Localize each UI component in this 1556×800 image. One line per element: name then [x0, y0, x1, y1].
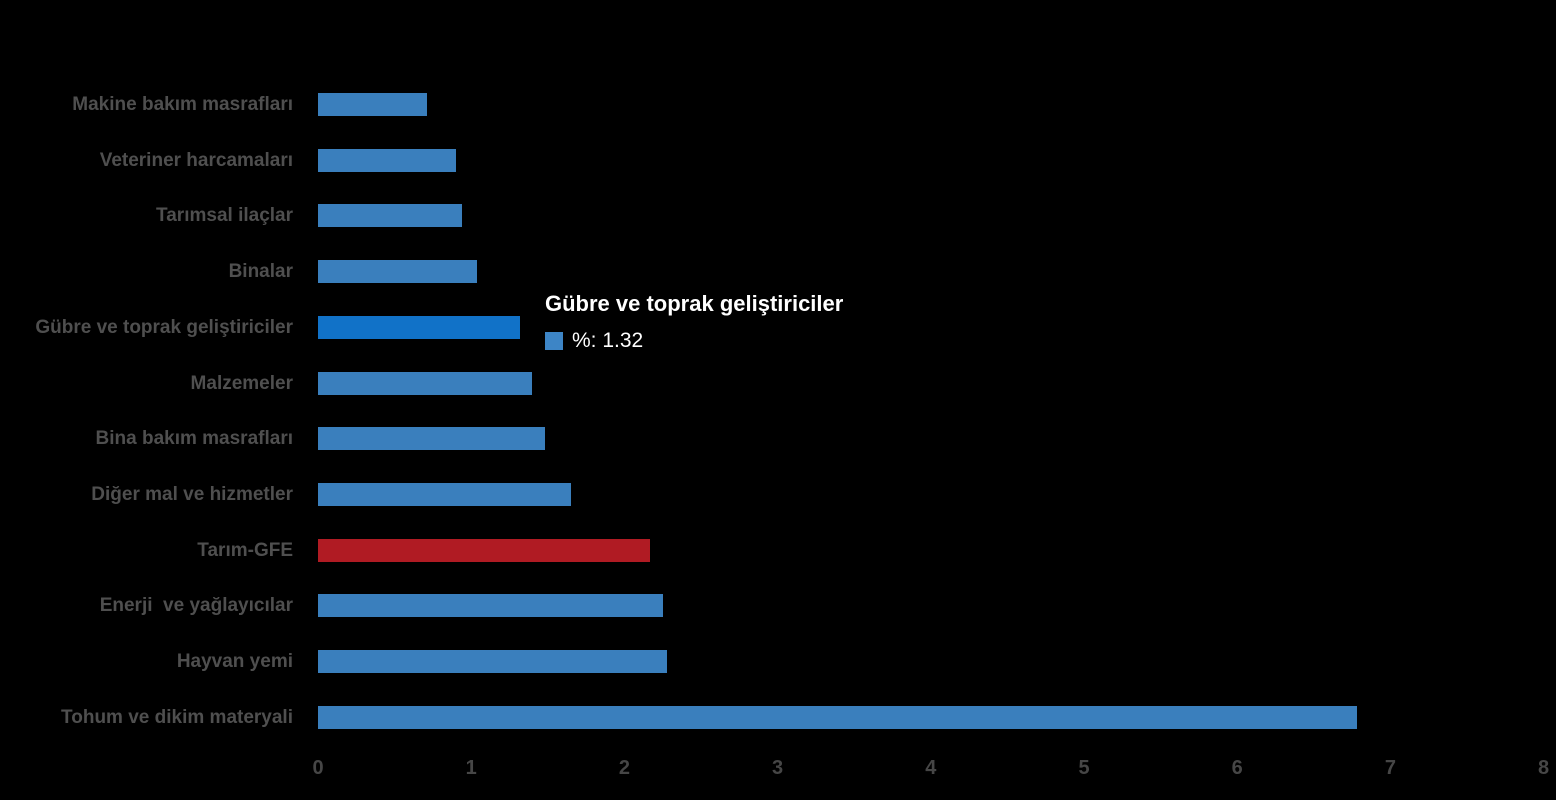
square-swatch-icon: [545, 332, 563, 350]
x-tick-label: 0: [312, 757, 324, 779]
x-tick-label: 6: [1231, 757, 1243, 779]
category-label: Tarımsal ilaçlar: [156, 205, 293, 226]
tooltip: Gübre ve toprak geliştiriciler %: 1.32: [545, 291, 843, 353]
x-tick-label: 3: [772, 757, 784, 779]
category-label: Makine bakım masrafları: [72, 94, 293, 115]
category-label: Enerji ve yağlayıcılar: [99, 595, 293, 616]
category-label: Gübre ve toprak geliştiriciler: [35, 317, 293, 338]
bar-5[interactable]: [318, 316, 520, 339]
x-tick-label: 2: [618, 757, 630, 779]
bar-9[interactable]: [318, 539, 650, 562]
category-label: Tohum ve dikim materyali: [61, 707, 293, 728]
bar-12[interactable]: [318, 706, 1357, 729]
x-tick-label: 1: [465, 757, 477, 779]
bar-3[interactable]: [318, 204, 462, 227]
category-label: Tarım-GFE: [197, 540, 293, 561]
category-label: Binalar: [228, 261, 293, 282]
category-label: Bina bakım masrafları: [95, 428, 293, 449]
bar-1[interactable]: [318, 93, 427, 116]
bar-10[interactable]: [318, 594, 663, 617]
bar-7[interactable]: [318, 427, 545, 450]
category-label: Malzemeler: [190, 373, 293, 394]
bar-8[interactable]: [318, 483, 571, 506]
x-tick-label: 8: [1538, 757, 1550, 779]
category-label: Hayvan yemi: [176, 651, 293, 672]
x-tick-label: 5: [1078, 757, 1090, 779]
category-label: Veteriner harcamaları: [99, 150, 293, 171]
x-tick-label: 7: [1384, 757, 1396, 779]
bar-2[interactable]: [318, 149, 456, 172]
bar-11[interactable]: [318, 650, 667, 673]
tooltip-value: %: 1.32: [572, 329, 644, 352]
tooltip-value-row: %: 1.32: [545, 329, 843, 353]
category-label: Diğer mal ve hizmetler: [91, 484, 293, 505]
tooltip-title: Gübre ve toprak geliştiriciler: [545, 291, 844, 316]
bar-4[interactable]: [318, 260, 477, 283]
bar-6[interactable]: [318, 372, 532, 395]
x-tick-label: 4: [925, 757, 937, 779]
